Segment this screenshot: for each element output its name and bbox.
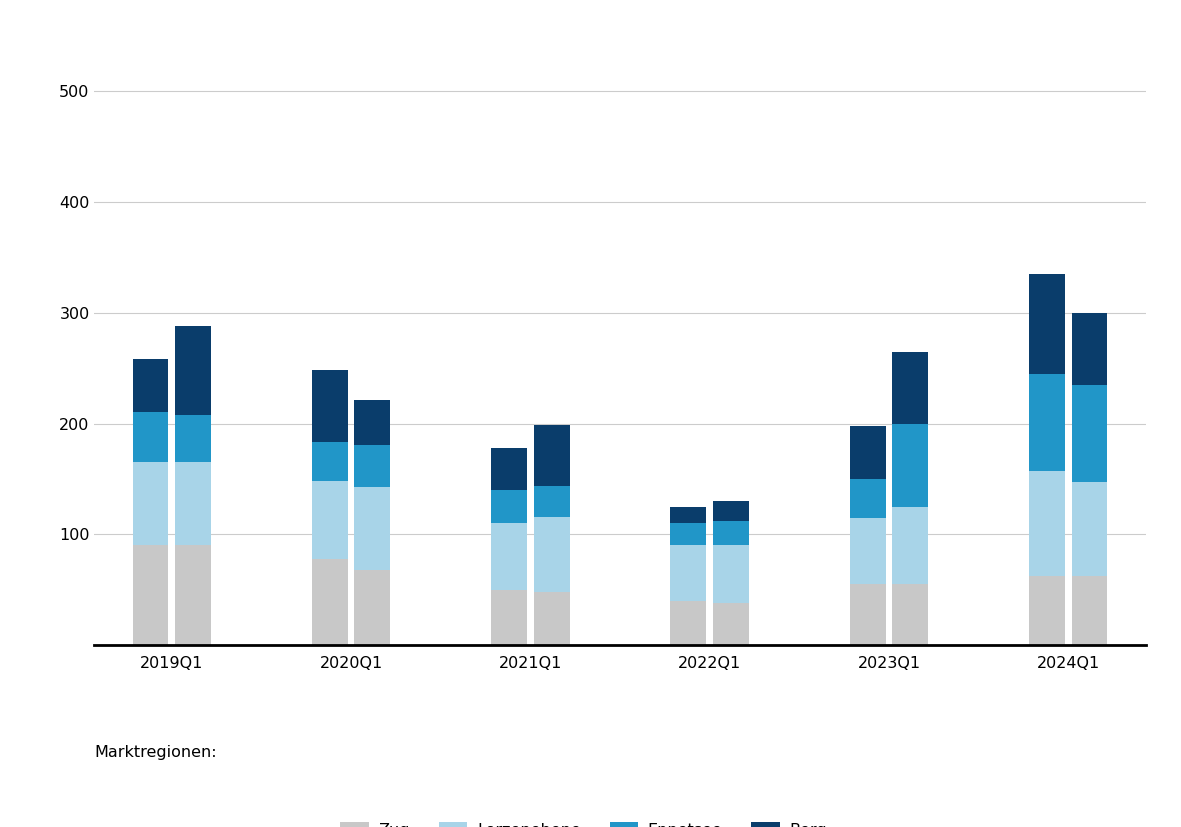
Bar [671, 545, 706, 600]
Bar [671, 523, 706, 545]
Bar [1071, 482, 1108, 576]
Bar [850, 479, 886, 518]
Bar [354, 400, 390, 445]
Bar [312, 559, 347, 645]
Bar [713, 521, 749, 545]
Bar [671, 600, 706, 645]
Bar [491, 490, 527, 523]
Text: Marktregionen:: Marktregionen: [94, 745, 217, 760]
Bar [491, 448, 527, 490]
Bar [893, 423, 928, 507]
Bar [354, 570, 390, 645]
Bar [1029, 374, 1065, 471]
Bar [1029, 274, 1065, 374]
Bar [354, 486, 390, 570]
Bar [312, 481, 347, 559]
Bar [850, 584, 886, 645]
Bar [132, 359, 169, 413]
Bar [175, 326, 211, 414]
Bar [1029, 471, 1065, 576]
Bar [534, 517, 569, 592]
Bar [175, 545, 211, 645]
Bar [534, 485, 569, 517]
Bar [132, 545, 169, 645]
Bar [893, 507, 928, 584]
Bar [312, 442, 347, 481]
Bar [713, 545, 749, 603]
Bar [175, 462, 211, 545]
Bar [534, 592, 569, 645]
Bar [132, 462, 169, 545]
Bar [132, 413, 169, 462]
Bar [1071, 385, 1108, 482]
Bar [491, 523, 527, 590]
Bar [534, 424, 569, 485]
Bar [893, 584, 928, 645]
Bar [175, 414, 211, 462]
Bar [354, 445, 390, 486]
Bar [312, 370, 347, 442]
Bar [671, 507, 706, 523]
Bar [713, 603, 749, 645]
Bar [850, 426, 886, 479]
Legend: Zug, Lorzenebene, Ennetsee, Berg: Zug, Lorzenebene, Ennetsee, Berg [334, 815, 834, 827]
Bar [893, 351, 928, 423]
Bar [850, 518, 886, 584]
Bar [1071, 313, 1108, 385]
Bar [1029, 576, 1065, 645]
Bar [491, 590, 527, 645]
Bar [1071, 576, 1108, 645]
Bar [713, 501, 749, 521]
